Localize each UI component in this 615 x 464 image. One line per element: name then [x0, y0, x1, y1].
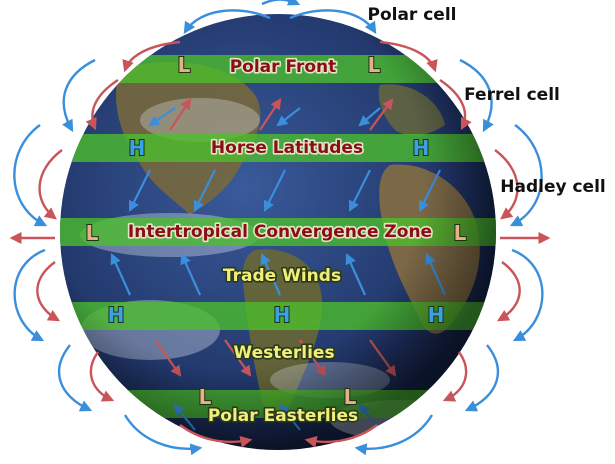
polar-front-label: Polar Front — [230, 57, 337, 77]
hadley-cell-arrow — [38, 149, 63, 220]
ferrel-cell-arrow — [62, 58, 96, 133]
hadley-cell-arrow — [13, 248, 46, 342]
polar-cell-arrow — [289, 9, 377, 35]
low-pressure-marker: L — [454, 221, 467, 245]
polar-cell-arrow — [354, 414, 434, 456]
hadley-cell-arrow — [509, 124, 543, 227]
polar-cell-arrow — [122, 40, 181, 73]
high-pressure-marker: H — [274, 303, 291, 327]
polar-cell-arrow — [379, 40, 438, 73]
hadley-cell-arrow — [13, 124, 48, 227]
hadley-cell-label: Hadley cell — [500, 177, 606, 197]
low-pressure-marker: L — [368, 53, 381, 77]
hadley-cell-arrow — [511, 248, 544, 342]
hadley-cell-arrow — [494, 149, 519, 220]
trade-winds-label: Trade Winds — [223, 266, 341, 286]
ferrel-cell-arrow — [57, 344, 93, 412]
ferrel-cell-arrow — [85, 78, 119, 131]
westerlies-label: Westerlies — [233, 343, 334, 363]
polar-cell-arrow — [261, 0, 301, 6]
polar-cell-arrow — [123, 414, 203, 456]
high-pressure-marker: H — [129, 136, 146, 160]
circulation-cell-arrows — [9, 0, 551, 456]
polar-cell-arrow — [183, 9, 271, 35]
ferrel-cell-arrow — [442, 351, 468, 402]
ferrel-cell-arrow — [439, 79, 472, 131]
hadley-cell-arrow — [36, 261, 61, 322]
ferrel-cell-arrow — [459, 58, 494, 133]
ferrel-cell-arrow — [464, 344, 500, 412]
polar-easterlies-label: Polar Easterlies — [208, 406, 358, 426]
itcz-label: Intertropical Convergence Zone — [128, 222, 432, 242]
low-pressure-marker: L — [344, 385, 357, 409]
ferrel-cell-arrow — [89, 351, 115, 402]
low-pressure-marker: L — [86, 221, 99, 245]
low-pressure-marker: L — [199, 385, 212, 409]
hadley-cell-arrow — [496, 261, 521, 322]
earth-globe — [60, 14, 496, 450]
polar-cell-arrow — [304, 424, 378, 448]
polar-cell-arrow — [179, 424, 253, 448]
low-pressure-marker: L — [178, 53, 191, 77]
high-pressure-marker: H — [108, 303, 125, 327]
high-pressure-marker: H — [413, 136, 430, 160]
ferrel-cell-label: Ferrel cell — [464, 85, 560, 105]
horse-latitudes-label: Horse Latitudes — [211, 138, 363, 158]
pressure-markers: L L H H L L H H H L L — [85, 52, 468, 410]
high-pressure-marker: H — [428, 303, 445, 327]
polar-cell-label: Polar cell — [367, 5, 456, 25]
